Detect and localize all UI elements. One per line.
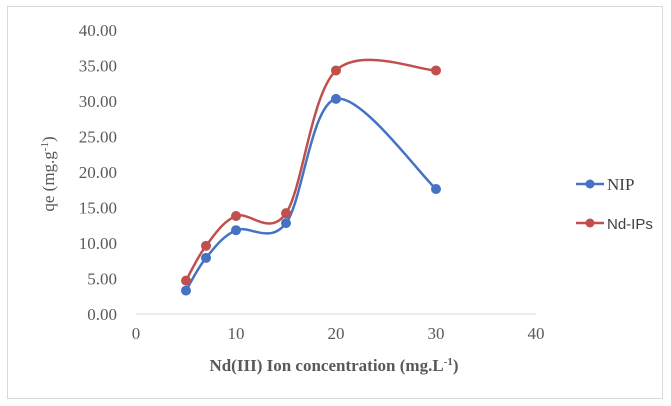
data-point-nd-ips (201, 240, 211, 251)
y-tick-label: 0.00 (87, 305, 117, 324)
x-axis-ticks: 0 10 20 30 40 (132, 324, 545, 343)
y-tick-label: 20.00 (79, 163, 117, 182)
y-axis-ticks: 0.00 5.00 10.00 15.00 20.00 25.00 30.00 35.00 40… (79, 21, 117, 324)
x-tick-label: 10 (228, 324, 245, 343)
data-point-nip (201, 252, 211, 263)
data-point-nip (331, 93, 341, 104)
series-line-nd-ips (184, 58, 437, 282)
data-point-nip (231, 225, 241, 236)
data-point-nd-ips (181, 275, 191, 286)
x-axis-title-base: Nd(III) Ion concentration (mg.L (209, 356, 443, 375)
y-axis-title-tail: ) (39, 136, 58, 142)
data-point-nd-ips (431, 65, 441, 76)
y-tick-label: 30.00 (79, 92, 117, 111)
data-point-nd-ips (331, 65, 341, 76)
y-tick-label: 5.00 (87, 270, 117, 289)
y-axis-title-superscript: -1 (39, 142, 51, 151)
data-point-nip (281, 218, 291, 229)
data-point-nd-ips (281, 208, 291, 219)
y-tick-label: 10.00 (79, 234, 117, 253)
legend-marker-nd-ips (585, 218, 595, 228)
y-tick-label: 15.00 (79, 199, 117, 218)
x-tick-label: 40 (528, 324, 545, 343)
x-axis-title: Nd(III) Ion concentration (mg.L-1) (209, 356, 458, 375)
data-point-nip (431, 184, 441, 195)
y-tick-label: 40.00 (79, 21, 117, 40)
legend-label-nd-ips: Nd-IPs (607, 216, 653, 233)
legend: NIP Nd-IPs (576, 175, 653, 233)
legend-label-nip: NIP (607, 175, 634, 194)
y-tick-label: 25.00 (79, 128, 117, 147)
x-tick-label: 20 (328, 324, 345, 343)
data-point-nip (181, 285, 191, 296)
data-point-nd-ips (231, 211, 241, 222)
legend-marker-nip (585, 179, 595, 189)
series-group (181, 58, 441, 296)
y-tick-label: 35.00 (79, 57, 117, 76)
x-axis-title-superscript: -1 (444, 356, 453, 368)
x-tick-label: 30 (428, 324, 445, 343)
x-axis-title-tail: ) (453, 356, 459, 375)
x-tick-label: 0 (132, 324, 141, 343)
y-axis-title: qe (mg.g-1) (39, 136, 58, 211)
y-axis-title-base: qe (mg.g (39, 151, 58, 212)
